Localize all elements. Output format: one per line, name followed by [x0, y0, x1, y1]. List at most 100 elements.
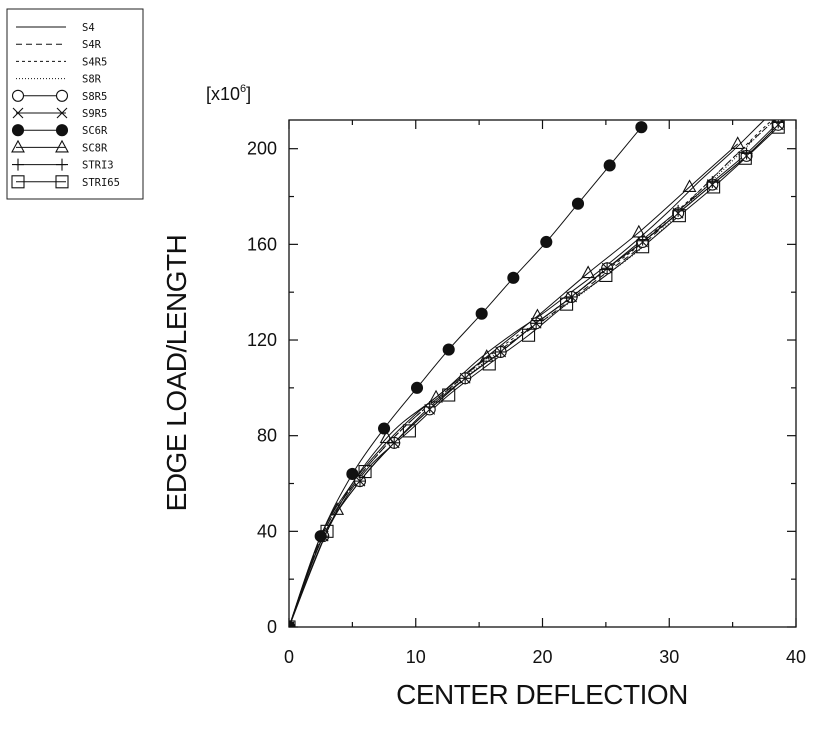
data-point-stri3	[494, 345, 507, 358]
series-line-s8r5	[289, 124, 779, 627]
legend-label-s8r5: S8R5	[82, 91, 107, 103]
data-point-stri3	[601, 262, 614, 275]
series-line-stri3	[289, 122, 779, 627]
origin-point-marker	[289, 622, 294, 627]
series-markers	[289, 120, 785, 627]
x-axis-label: CENTER DEFLECTION	[396, 679, 688, 710]
data-point-sc8r	[479, 349, 494, 362]
legend-marker-sc6r	[11, 124, 25, 137]
data-point-stri65	[672, 209, 686, 223]
data-point-sc6r	[540, 235, 553, 249]
data-point-stri65	[771, 120, 785, 134]
legend-marker-s9r5	[56, 107, 68, 119]
data-point-sc6r	[410, 381, 424, 394]
x-tick-label: 30	[659, 647, 679, 667]
data-point-sc6r	[378, 422, 391, 435]
legend-item-s4r5: S4R5	[16, 56, 107, 68]
legend-item-s9r5: S9R5	[12, 107, 107, 120]
x-tick-label: 0	[284, 647, 294, 667]
data-point-stri3	[530, 317, 543, 330]
legend-marker-s9r5	[12, 107, 24, 119]
legend-item-s4r: S4R	[16, 39, 102, 51]
data-point-sc6r	[571, 197, 585, 210]
y-tick-label: 40	[257, 521, 277, 541]
axis-ticks	[288, 120, 797, 628]
data-point-stri65	[402, 424, 416, 438]
legend-label-s4r: S4R	[82, 39, 102, 51]
axis-tick-labels: 0 10 20 30 40 0 40 80 120 160 200	[247, 139, 806, 667]
legend-label-sc6r: SC6R	[82, 125, 108, 137]
legend-marker-stri65	[11, 175, 25, 189]
data-point-sc8r	[330, 502, 345, 515]
legend-label-s4r5: S4R5	[82, 56, 107, 68]
y-multiplier-close: ]	[246, 84, 251, 104]
data-point-sc8r	[530, 308, 545, 322]
y-tick-label: 0	[267, 617, 277, 637]
legend-item-s4: S4	[16, 22, 95, 34]
data-point-stri65	[636, 240, 650, 254]
legend-marker-s8r5	[11, 89, 25, 102]
series-lines	[289, 120, 779, 627]
data-point-stri65	[599, 268, 613, 282]
legend-marker-sc8r	[55, 139, 69, 153]
legend-marker-stri3	[56, 158, 68, 171]
y-tick-label: 80	[257, 426, 277, 446]
legend-label-s9r5: S9R5	[82, 108, 107, 120]
data-point-stri3	[317, 530, 330, 543]
legend-item-s8r: S8R	[16, 74, 102, 86]
legend-item-s8r5: S8R5	[11, 89, 107, 103]
legend-label-s4: S4	[82, 22, 95, 34]
data-point-sc6r	[507, 271, 520, 284]
data-point-stri3	[706, 176, 719, 189]
data-point-stri65	[522, 328, 536, 342]
series-line-sc8r	[289, 143, 739, 627]
plot-area-frame	[288, 119, 797, 628]
data-point-sc8r	[581, 265, 596, 279]
data-point-stri3	[772, 120, 785, 129]
legend-label-stri3: STRI3	[82, 160, 114, 172]
data-point-sc6r	[475, 307, 488, 320]
legend-label-sc8r: SC8R	[82, 142, 108, 154]
data-point-sc6r	[346, 467, 359, 480]
data-point-sc6r	[442, 343, 455, 356]
data-point-stri65	[442, 388, 456, 402]
y-axis-label: EDGE LOAD/LENGTH	[161, 235, 192, 512]
data-point-stri3	[459, 372, 472, 385]
data-point-sc8r	[379, 430, 394, 444]
x-tick-label: 20	[532, 647, 552, 667]
data-point-sc8r	[682, 179, 697, 193]
data-point-stri65	[738, 151, 752, 165]
data-point-stri65	[482, 357, 496, 371]
legend-marker-stri65	[55, 175, 69, 189]
legend-label-stri65: STRI65	[82, 177, 120, 189]
data-point-stri3	[565, 290, 578, 303]
data-point-stri65	[707, 180, 721, 194]
legend-items: S4 S4R S4R5 S8R S8R5 S9R5 SC6R SC8R STRI3 STRI65	[11, 22, 120, 189]
y-tick-label: 200	[247, 139, 277, 159]
series-line-stri65	[289, 126, 779, 627]
legend-marker-sc8r	[11, 139, 25, 153]
legend-item-stri65: STRI65	[11, 175, 120, 189]
legend-marker-sc6r	[55, 124, 69, 137]
legend-frame	[6, 8, 144, 200]
data-point-stri3	[740, 147, 753, 160]
data-point-stri65	[560, 297, 574, 311]
data-point-sc6r	[635, 121, 648, 134]
legend-marker-stri3	[12, 158, 24, 171]
series-line-s8r	[289, 120, 776, 627]
y-tick-label: 160	[247, 234, 277, 254]
series-line-s4r	[289, 120, 776, 627]
data-point-sc8r	[429, 389, 443, 403]
data-point-stri3	[423, 400, 436, 413]
legend-marker-s8r5	[55, 89, 69, 102]
legend-item-stri3: STRI3	[12, 158, 114, 172]
x-tick-label: 40	[786, 647, 806, 667]
x-tick-label: 10	[406, 647, 426, 667]
data-point-sc6r	[603, 159, 616, 172]
y-multiplier-label: [x106]	[206, 83, 251, 104]
legend-item-sc8r: SC8R	[11, 139, 108, 154]
data-point-sc8r	[730, 136, 745, 149]
data-point-stri65	[320, 524, 334, 538]
data-point-stri3	[388, 436, 401, 449]
